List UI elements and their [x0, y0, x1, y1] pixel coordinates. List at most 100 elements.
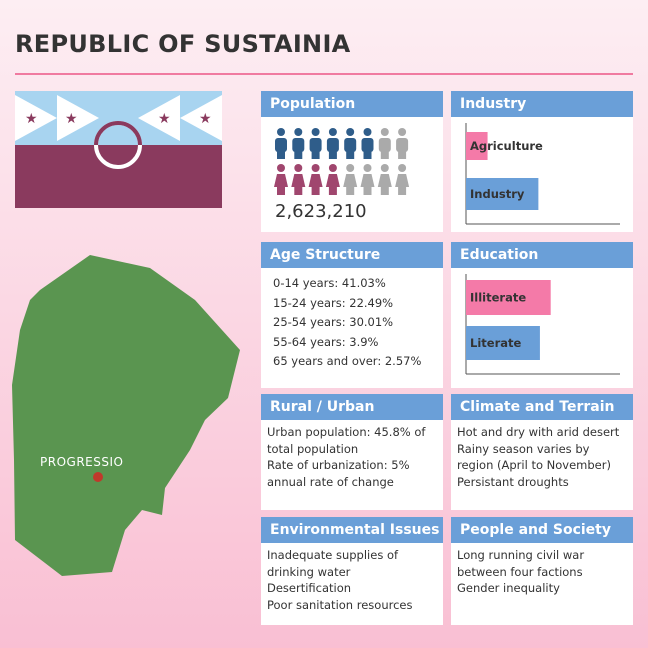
person-icon	[346, 128, 355, 136]
person-icon	[294, 150, 303, 159]
person-icon	[311, 128, 320, 136]
panel-body: 0-14 years: 41.03% 15-24 years: 22.49% 25-…	[261, 268, 443, 378]
text-line: Desertification	[267, 581, 352, 595]
person-icon	[380, 164, 389, 172]
people-panel: People and Society Long running civil wa…	[451, 517, 633, 625]
person-icon	[277, 128, 285, 136]
bar-label: Agriculture	[470, 139, 543, 153]
bar-label: Literate	[470, 336, 521, 350]
person-icon	[309, 138, 322, 152]
person-icon	[311, 186, 320, 195]
panel-heading: Climate and Terrain	[451, 394, 633, 420]
text-line: 25-54 years: 30.01%	[273, 315, 394, 329]
person-icon	[325, 174, 340, 187]
person-icon	[398, 128, 407, 136]
person-icon	[294, 186, 303, 195]
rural-panel: Rural / Urban Urban population: 45.8% of…	[261, 394, 443, 510]
text-line: Gender inequality	[457, 581, 560, 595]
panel-heading: Education	[451, 242, 633, 268]
panel-heading: Environmental Issues	[261, 517, 443, 543]
industry-panel: Industry Agriculture Industry	[451, 91, 633, 232]
svg-text:★: ★	[65, 111, 78, 127]
text-line: Hot and dry with arid desert	[457, 425, 620, 439]
panel-heading: People and Society	[451, 517, 633, 543]
person-icon	[398, 186, 407, 195]
text-line: 0-14 years: 41.03%	[273, 276, 386, 290]
person-icon	[274, 174, 288, 187]
person-icon	[363, 150, 372, 159]
bar-label: Illiterate	[470, 291, 526, 305]
person-icon	[396, 138, 409, 152]
person-icon	[346, 150, 355, 159]
bar-label: Industry	[470, 187, 525, 201]
text-line: 55-64 years: 3.9%	[273, 334, 379, 349]
panel-body: Hot and dry with arid desert Rainy season…	[451, 420, 633, 494]
environment-panel: Environmental Issues Inadequate supplies…	[261, 517, 443, 625]
person-icon	[398, 150, 407, 159]
svg-text:★: ★	[25, 111, 38, 127]
text-line: Inadequate supplies of drinking water	[267, 548, 399, 579]
text-line: Poor sanitation resources	[267, 597, 413, 612]
text-line: Long running civil war between four fact…	[457, 548, 585, 579]
education-panel: Education Illiterate Literate	[451, 242, 633, 388]
panel-heading: Age Structure	[261, 242, 443, 268]
person-icon	[311, 164, 320, 172]
person-icon	[361, 138, 374, 152]
person-icon	[328, 164, 337, 172]
person-icon	[346, 186, 355, 195]
person-icon	[363, 164, 372, 172]
panel-heading: Rural / Urban	[261, 394, 443, 420]
person-icon	[294, 128, 303, 136]
population-panel: Population 2,623,210	[261, 91, 443, 232]
svg-text:★: ★	[199, 111, 212, 127]
map	[12, 255, 240, 576]
panel-heading: Industry	[451, 91, 633, 117]
age-panel: Age Structure 0-14 years: 41.03% 15-24 ye…	[261, 242, 443, 388]
person-icon	[346, 164, 355, 172]
person-icon	[311, 150, 320, 159]
person-icon	[277, 164, 285, 172]
panel-body: Long running civil war between four fact…	[451, 543, 633, 601]
text-line: Rainy season varies by region (April to …	[457, 441, 611, 473]
population-value: 2,623,210	[275, 201, 367, 222]
city-label: PROGRESSIO	[40, 455, 123, 469]
person-icon	[395, 174, 410, 187]
bar-chart: Illiterate Literate	[465, 274, 620, 375]
person-icon	[378, 138, 391, 152]
bar	[466, 326, 540, 360]
svg-text:★: ★	[158, 111, 171, 127]
person-icon	[380, 186, 389, 195]
bar	[466, 280, 551, 315]
person-icon	[308, 174, 323, 187]
title: REPUBLIC OF SUSTAINIA	[15, 30, 351, 58]
person-icon	[328, 186, 337, 195]
person-icon	[363, 186, 372, 195]
text-line: Urban population: 45.8% of total populat…	[267, 425, 426, 456]
divider	[15, 73, 633, 75]
person-icon	[275, 138, 287, 152]
person-icon	[363, 128, 372, 136]
person-icon	[294, 164, 303, 172]
city-dot	[93, 472, 103, 482]
panel-heading: Population	[261, 91, 443, 117]
person-icon	[380, 128, 389, 136]
person-icon	[343, 174, 358, 187]
text-line: Persistant droughts	[457, 474, 569, 489]
bar-chart: Agriculture Industry	[465, 123, 620, 225]
panel-body: Urban population: 45.8% of total populat…	[261, 420, 443, 494]
person-icon	[326, 138, 339, 152]
pictogram	[274, 128, 410, 195]
person-icon	[328, 128, 337, 136]
flag: ★ ★ ★ ★	[15, 91, 222, 208]
bar	[466, 178, 539, 210]
panel-body: Inadequate supplies of drinking water Des…	[261, 543, 443, 617]
person-icon	[277, 150, 285, 159]
person-icon	[292, 138, 305, 152]
text-line: 65 years and over: 2.57%	[273, 354, 422, 368]
person-icon	[398, 164, 407, 172]
person-icon	[377, 174, 392, 187]
person-icon	[291, 174, 306, 187]
person-icon	[277, 186, 285, 195]
